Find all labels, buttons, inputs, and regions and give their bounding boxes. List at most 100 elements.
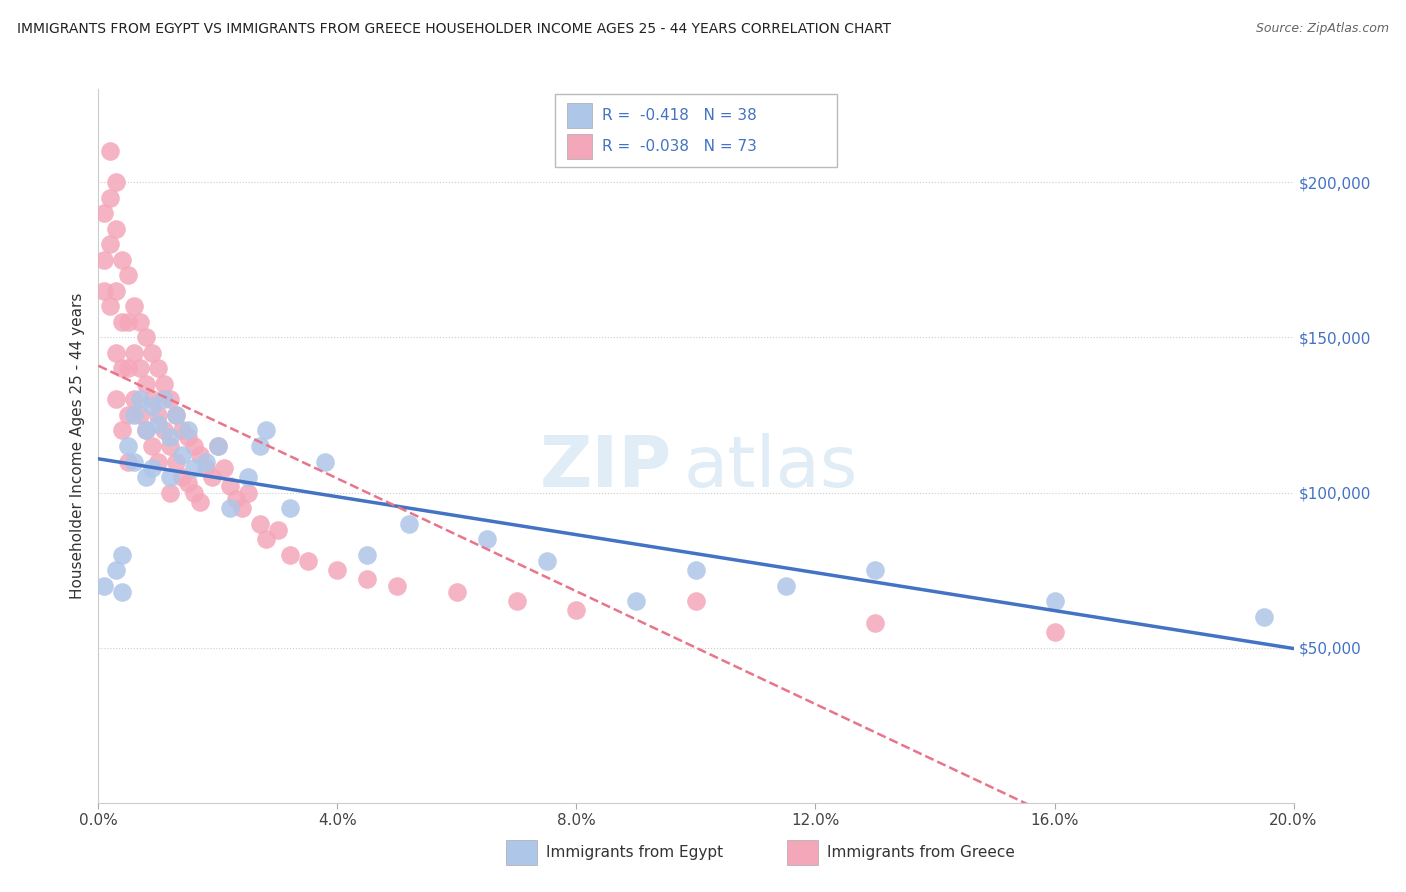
- Point: [105, 392, 128, 407]
- Point: [775, 579, 797, 593]
- Point: [165, 454, 187, 468]
- Text: Immigrants from Greece: Immigrants from Greece: [827, 846, 1015, 860]
- Point: [201, 470, 224, 484]
- Point: [356, 573, 378, 587]
- Point: [105, 563, 128, 577]
- Point: [117, 361, 139, 376]
- Point: [159, 430, 181, 444]
- Point: [111, 361, 134, 376]
- Point: [183, 460, 205, 475]
- Point: [165, 408, 187, 422]
- Point: [183, 439, 205, 453]
- Point: [93, 579, 115, 593]
- Point: [188, 495, 211, 509]
- Point: [188, 448, 211, 462]
- Point: [105, 175, 128, 189]
- Point: [506, 594, 529, 608]
- Point: [117, 454, 139, 468]
- Point: [297, 554, 319, 568]
- Point: [177, 424, 200, 438]
- Point: [141, 399, 163, 413]
- Point: [93, 252, 115, 267]
- Point: [98, 299, 122, 313]
- Text: Immigrants from Egypt: Immigrants from Egypt: [546, 846, 723, 860]
- Point: [195, 460, 218, 475]
- Point: [124, 408, 146, 422]
- Text: ZIP: ZIP: [540, 433, 672, 502]
- Point: [117, 315, 139, 329]
- Point: [129, 315, 152, 329]
- Point: [315, 454, 337, 468]
- Point: [254, 424, 277, 438]
- Point: [148, 361, 170, 376]
- Point: [231, 501, 253, 516]
- Point: [111, 584, 134, 599]
- Point: [141, 439, 163, 453]
- Point: [1043, 625, 1066, 640]
- Point: [212, 460, 235, 475]
- Point: [1043, 594, 1066, 608]
- Point: [153, 376, 176, 391]
- Point: [207, 439, 229, 453]
- Point: [267, 523, 290, 537]
- Text: R =  -0.418   N = 38: R = -0.418 N = 38: [602, 108, 756, 123]
- Point: [236, 485, 259, 500]
- Point: [219, 501, 242, 516]
- Point: [446, 584, 468, 599]
- Point: [111, 252, 134, 267]
- Point: [398, 516, 420, 531]
- Point: [195, 454, 218, 468]
- Point: [626, 594, 648, 608]
- Point: [124, 454, 146, 468]
- Point: [135, 470, 157, 484]
- Point: [129, 408, 152, 422]
- Point: [685, 594, 707, 608]
- Point: [225, 491, 247, 506]
- Point: [177, 430, 200, 444]
- Point: [124, 392, 146, 407]
- Point: [565, 603, 588, 617]
- Point: [153, 424, 176, 438]
- Point: [148, 454, 170, 468]
- Text: IMMIGRANTS FROM EGYPT VS IMMIGRANTS FROM GREECE HOUSEHOLDER INCOME AGES 25 - 44 : IMMIGRANTS FROM EGYPT VS IMMIGRANTS FROM…: [17, 22, 891, 37]
- Point: [236, 470, 259, 484]
- Point: [249, 439, 271, 453]
- Point: [536, 554, 558, 568]
- Point: [129, 392, 152, 407]
- Point: [356, 548, 378, 562]
- Point: [865, 615, 887, 630]
- Point: [105, 346, 128, 360]
- Point: [159, 470, 181, 484]
- Point: [685, 563, 707, 577]
- Point: [98, 237, 122, 252]
- Point: [159, 439, 181, 453]
- Point: [93, 284, 115, 298]
- Point: [207, 439, 229, 453]
- Point: [385, 579, 409, 593]
- Point: [105, 222, 128, 236]
- Point: [165, 408, 187, 422]
- Y-axis label: Householder Income Ages 25 - 44 years: Householder Income Ages 25 - 44 years: [69, 293, 84, 599]
- Point: [98, 145, 122, 159]
- Point: [135, 376, 157, 391]
- Point: [172, 470, 194, 484]
- Point: [249, 516, 271, 531]
- Point: [326, 563, 349, 577]
- Point: [278, 501, 301, 516]
- Point: [117, 408, 139, 422]
- Point: [159, 392, 181, 407]
- Point: [129, 361, 152, 376]
- Point: [105, 284, 128, 298]
- Point: [148, 408, 170, 422]
- Point: [124, 299, 146, 313]
- Point: [219, 479, 242, 493]
- Text: atlas: atlas: [685, 433, 859, 502]
- Point: [93, 206, 115, 220]
- Text: R =  -0.038   N = 73: R = -0.038 N = 73: [602, 139, 756, 153]
- Point: [117, 439, 139, 453]
- Point: [475, 532, 498, 546]
- Point: [141, 346, 163, 360]
- Point: [135, 424, 157, 438]
- Point: [141, 460, 163, 475]
- Point: [141, 392, 163, 407]
